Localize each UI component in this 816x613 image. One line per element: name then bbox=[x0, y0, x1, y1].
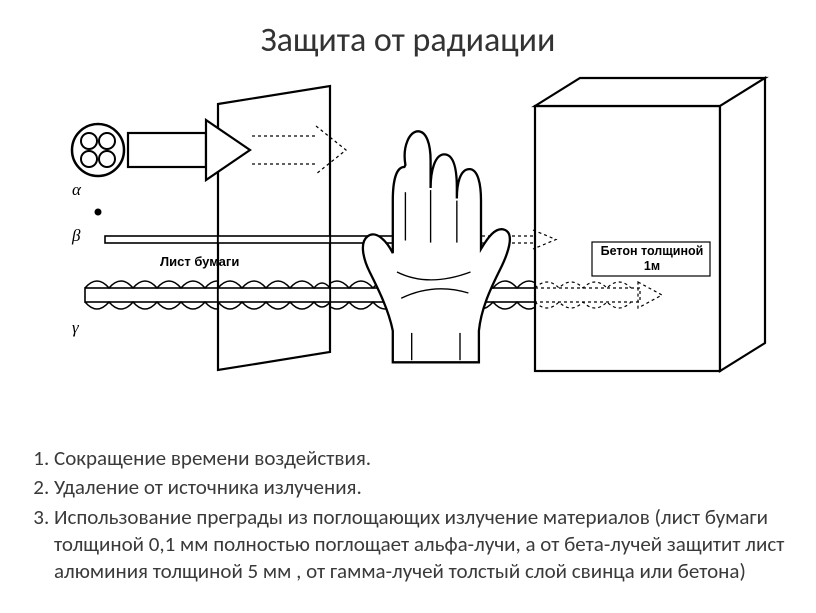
alpha-source bbox=[72, 124, 124, 176]
hand-icon bbox=[363, 131, 510, 362]
alpha-label: α bbox=[72, 180, 81, 200]
beta-through-paper bbox=[218, 236, 330, 243]
radiation-diagram: α β γ Лист бумаги Бетон толщиной 1м bbox=[40, 70, 780, 440]
beta-label: β bbox=[72, 226, 80, 246]
gamma-label: γ bbox=[72, 318, 79, 338]
list-item: Удаление от источника излучения. bbox=[54, 474, 800, 501]
bullet-list: Сокращение времени воздействия. Удаление… bbox=[20, 445, 800, 587]
concrete-block bbox=[535, 78, 765, 371]
beta-source-dot bbox=[95, 209, 102, 216]
concrete-label-line2: 1м bbox=[644, 259, 660, 273]
paper-sheet bbox=[218, 86, 330, 370]
list-item: Сокращение времени воздействия. bbox=[54, 445, 800, 472]
concrete-label: Бетон толщиной 1м bbox=[596, 244, 708, 274]
concrete-label-line1: Бетон толщиной bbox=[601, 244, 704, 258]
page-title: Защита от радиации bbox=[0, 0, 816, 61]
list-item: Использование преграды из поглощающих из… bbox=[54, 504, 800, 586]
paper-label: Лист бумаги bbox=[160, 254, 239, 269]
